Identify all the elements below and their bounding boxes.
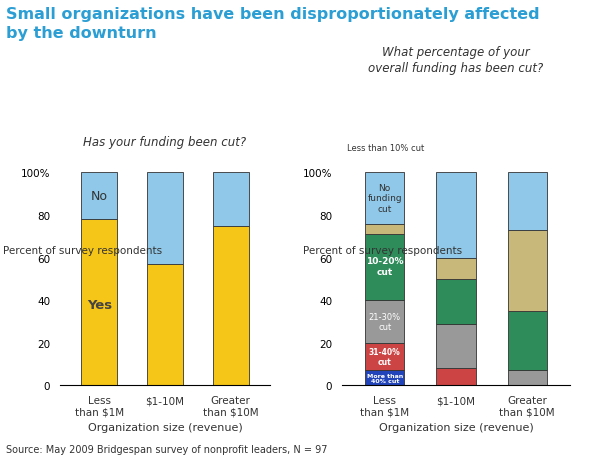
Bar [436, 324, 476, 369]
Bar [147, 173, 183, 264]
Bar [436, 173, 476, 258]
X-axis label: Organization size (revenue): Organization size (revenue) [88, 422, 242, 432]
Bar [508, 173, 547, 230]
Bar [365, 301, 404, 343]
Text: 21-30%
cut: 21-30% cut [368, 312, 401, 331]
X-axis label: Organization size (revenue): Organization size (revenue) [379, 422, 533, 432]
Bar [212, 173, 248, 226]
Text: 31-40%
cut: 31-40% cut [369, 347, 401, 367]
Bar [365, 173, 404, 224]
Bar [365, 235, 404, 301]
Text: Yes: Yes [87, 298, 112, 311]
Bar [508, 371, 547, 386]
Bar [508, 230, 547, 311]
Text: Has your funding been cut?: Has your funding been cut? [83, 136, 247, 149]
Text: Small organizations have been disproportionately affected
by the downturn: Small organizations have been disproport… [6, 7, 539, 41]
Bar [82, 173, 118, 220]
Bar [147, 264, 183, 386]
Bar [365, 224, 404, 235]
Text: What percentage of your
overall funding has been cut?: What percentage of your overall funding … [368, 46, 544, 75]
Text: No
funding
cut: No funding cut [367, 184, 402, 213]
Bar [212, 226, 248, 386]
Bar [436, 369, 476, 386]
Text: No: No [91, 190, 108, 203]
Bar [436, 280, 476, 324]
Bar [365, 371, 404, 386]
Bar [82, 220, 118, 386]
Text: Percent of survey respondents: Percent of survey respondents [303, 245, 462, 255]
Text: Percent of survey respondents: Percent of survey respondents [3, 245, 162, 255]
Text: Source: May 2009 Bridgespan survey of nonprofit leaders, N = 97: Source: May 2009 Bridgespan survey of no… [6, 444, 328, 454]
Bar [436, 258, 476, 280]
Text: Less than 10% cut: Less than 10% cut [347, 143, 424, 152]
Bar [508, 311, 547, 371]
Bar [365, 343, 404, 371]
Text: 10-20%
cut: 10-20% cut [366, 257, 403, 276]
Text: More than
40% cut: More than 40% cut [367, 373, 403, 384]
